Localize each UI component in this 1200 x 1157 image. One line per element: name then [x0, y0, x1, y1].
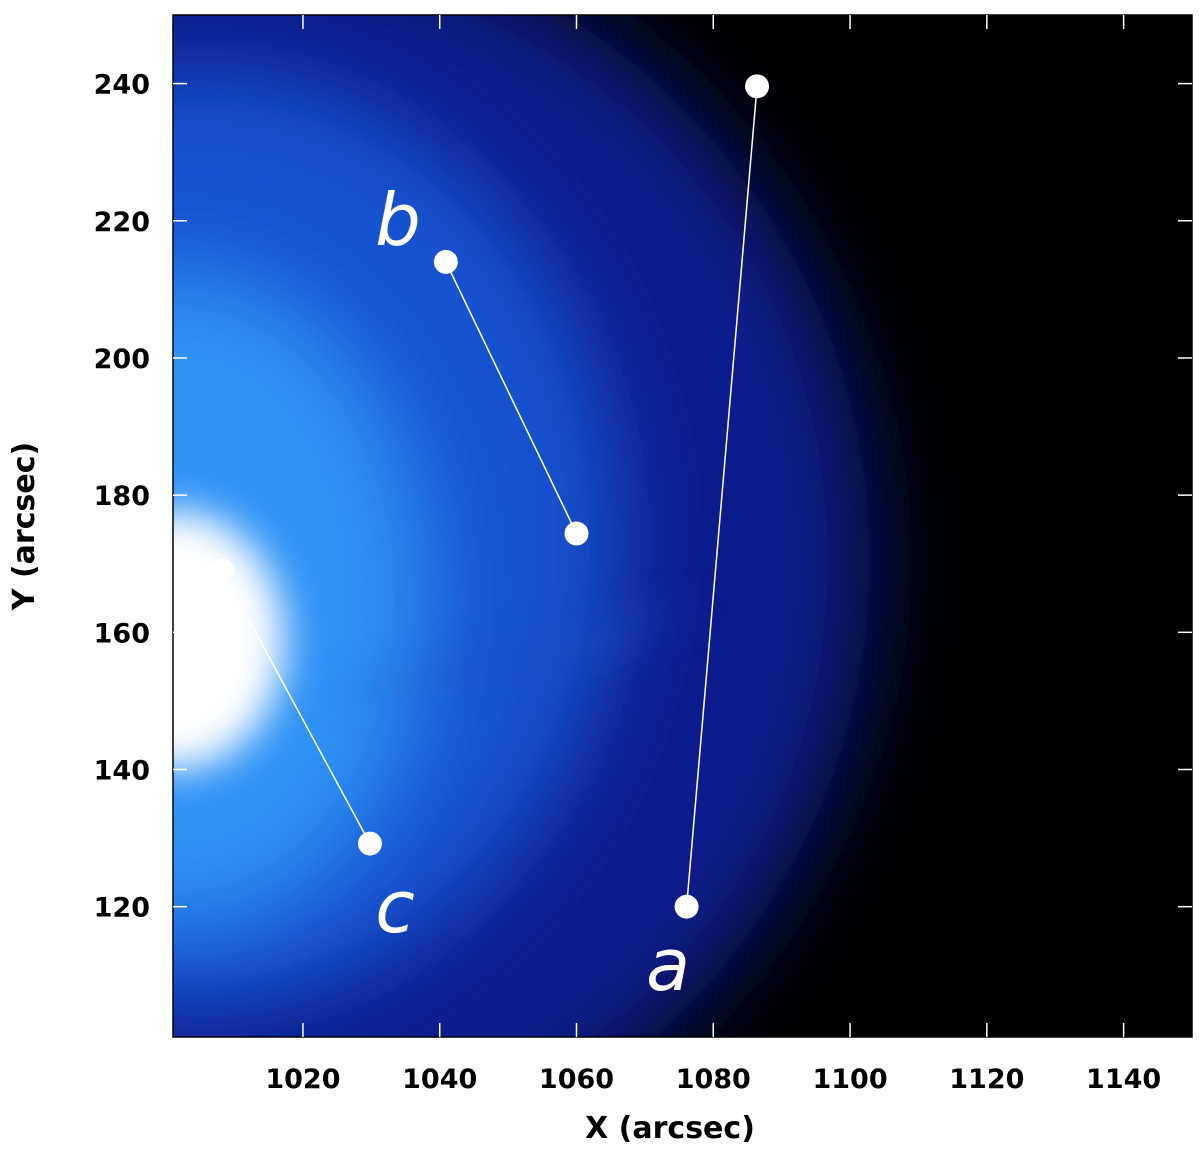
segment-label: a: [646, 923, 690, 1007]
segment-line: [221, 570, 371, 844]
y-tick-label: 200: [94, 344, 150, 375]
x-tick-label: 1080: [676, 1064, 751, 1095]
y-tick-label: 240: [94, 70, 150, 101]
x-axis-title: X (arcsec): [585, 1111, 755, 1146]
plot-frame: [172, 14, 1193, 1038]
y-tick-label: 220: [94, 207, 150, 238]
y-tick-label: 180: [94, 481, 150, 512]
x-tick-label: 1120: [949, 1064, 1024, 1095]
x-tick-label: 1040: [402, 1064, 477, 1095]
y-tick-label: 120: [94, 893, 150, 924]
y-tick-label: 160: [94, 618, 150, 649]
x-tick-label: 1060: [539, 1064, 614, 1095]
segment-endpoint: [357, 831, 382, 856]
x-tick-label: 1140: [1086, 1064, 1161, 1095]
segment-endpoint: [433, 249, 458, 274]
segment-endpoint: [674, 894, 699, 919]
segment-endpoint: [564, 521, 589, 546]
segment-line: [685, 86, 758, 907]
segment-line: [445, 261, 578, 534]
segment-label: c: [375, 865, 415, 949]
x-tick-label: 1100: [812, 1064, 887, 1095]
segment-label: b: [375, 178, 421, 262]
y-tick-label: 140: [94, 755, 150, 786]
y-axis-title: Y (arcsec): [7, 442, 42, 611]
segment-endpoint: [210, 558, 235, 583]
x-tick-label: 1020: [265, 1064, 340, 1095]
segment-endpoint: [745, 74, 770, 99]
